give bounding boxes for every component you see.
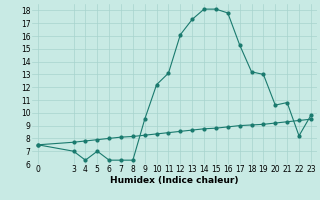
- X-axis label: Humidex (Indice chaleur): Humidex (Indice chaleur): [110, 176, 239, 185]
